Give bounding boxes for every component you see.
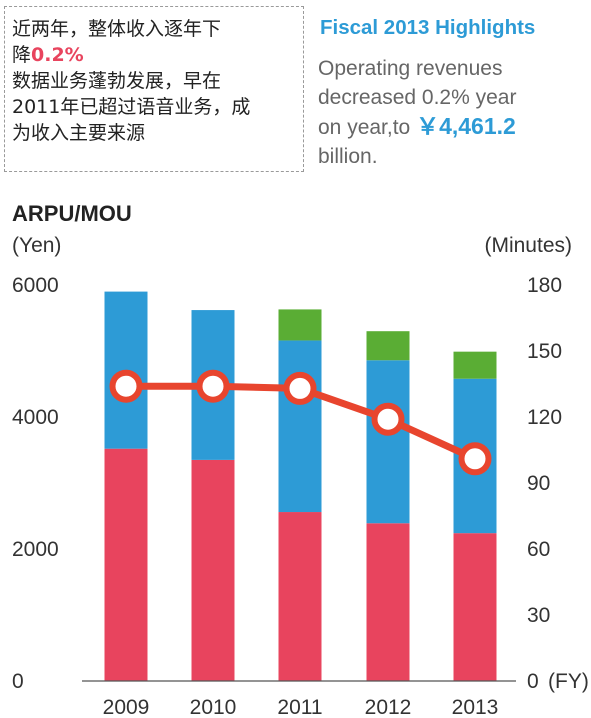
right-axis-unit: (Minutes) [484, 234, 572, 257]
note-line-1: 近两年，整体收入逐年下 [12, 18, 222, 40]
bar-segment-2012-2 [366, 360, 410, 524]
highlights-line-4: billion. [318, 145, 378, 168]
highlights-line-3: on year,to ￥4,461.2 [318, 112, 591, 142]
x-tick-label-2013: 2013 [452, 696, 499, 718]
left-tick-label-0: 0 [12, 670, 24, 693]
mou-point-2012 [371, 402, 405, 436]
left-axis-unit: (Yen) [12, 234, 61, 257]
left-tick-label-4000: 4000 [12, 406, 59, 429]
note-text: 近两年，整体收入逐年下 降0.2% 数据业务蓬勃发展，早在 2011年已超过语音… [12, 16, 302, 146]
bar-segment-2013-3 [453, 351, 497, 379]
bar-segment-2009-1 [104, 448, 148, 681]
note-box [4, 6, 304, 172]
bar-segment-2012-1 [366, 523, 410, 681]
bar-segment-2010-1 [191, 459, 235, 681]
highlights-line-1: Operating revenues [318, 57, 503, 80]
right-tick-label-30: 30 [527, 604, 550, 627]
note-line-2-prefix: 降 [12, 44, 32, 66]
right-tick-label-120: 120 [527, 406, 562, 429]
bar-segment-2013-1 [453, 533, 497, 681]
chart-title: ARPU/MOU [12, 201, 132, 226]
mou-point-2013 [458, 442, 492, 476]
right-tick-label-180: 180 [527, 274, 562, 297]
highlights-line-3-prefix: on year,to [318, 116, 417, 139]
highlights-line-2: decreased 0.2% year [318, 86, 517, 109]
highlights-body: Operating revenues decreased 0.2% year o… [318, 54, 591, 171]
x-tick-label-2012: 2012 [365, 696, 412, 718]
highlights-title: Fiscal 2013 Highlights [320, 16, 536, 39]
mou-point-2009 [109, 369, 143, 403]
left-tick-label-2000: 2000 [12, 538, 59, 561]
highlights-amount: ￥4,461.2 [416, 113, 516, 139]
right-tick-label-60: 60 [527, 538, 550, 561]
left-tick-label-6000: 6000 [12, 274, 59, 297]
note-highlight-value: 0.2% [31, 44, 84, 66]
bar-segment-2011-1 [278, 512, 322, 681]
right-tick-label-0: 0 [527, 670, 539, 693]
note-line-4: 2011年已超过语音业务，成 [12, 96, 251, 118]
bar-segment-2011-3 [278, 309, 322, 341]
mou-point-2010 [196, 369, 230, 403]
note-line-5: 为收入主要来源 [12, 122, 146, 144]
mou-point-2011 [283, 371, 317, 405]
right-tick-label-90: 90 [527, 472, 550, 495]
x-axis-unit: (FY) [548, 670, 589, 693]
note-line-2: 降0.2% [12, 42, 302, 68]
bar-segment-2011-2 [278, 340, 322, 513]
right-tick-label-150: 150 [527, 340, 562, 363]
x-tick-label-2010: 2010 [190, 696, 237, 718]
bar-segment-2012-3 [366, 331, 410, 361]
x-tick-label-2009: 2009 [103, 696, 150, 718]
x-tick-label-2011: 2011 [277, 696, 322, 718]
note-line-3: 数据业务蓬勃发展，早在 [12, 70, 222, 92]
